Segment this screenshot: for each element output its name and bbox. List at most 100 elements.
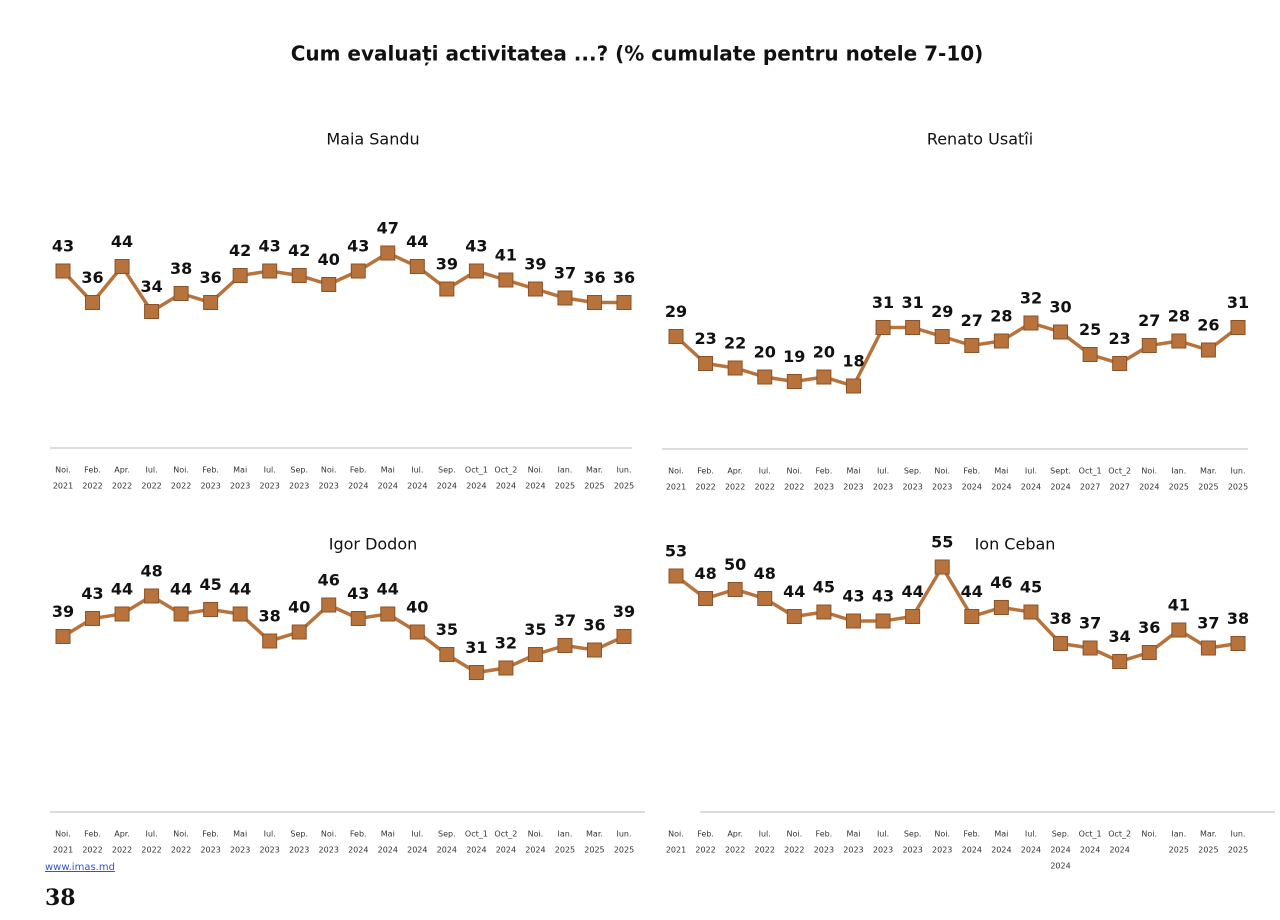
data-label: 43 — [872, 587, 894, 606]
x-tick-label: 2024 — [348, 846, 368, 855]
marker — [527, 647, 543, 662]
data-label: 36 — [1138, 618, 1160, 637]
data-label: 39 — [613, 602, 635, 621]
x-tick-label: Iun. — [616, 830, 631, 839]
data-label: 22 — [724, 334, 746, 353]
x-tick-label: Sep. — [1052, 830, 1070, 839]
x-tick-label: Sept. — [1050, 467, 1071, 476]
x-tick-label: Oct_1 — [465, 466, 488, 475]
data-label: 31 — [465, 638, 487, 657]
x-tick-label: Sep. — [904, 830, 922, 839]
x-tick-label: 2022 — [755, 483, 775, 492]
data-label: 36 — [613, 268, 635, 287]
x-tick-label: 2024 — [1021, 483, 1041, 492]
marker — [85, 611, 101, 626]
marker — [114, 259, 130, 274]
x-tick-label: Noi. — [668, 830, 684, 839]
data-label: 38 — [170, 259, 192, 278]
data-label: 27 — [961, 311, 983, 330]
data-label: 43 — [465, 237, 487, 256]
x-tick-label: Noi. — [55, 830, 71, 839]
marker — [786, 374, 802, 389]
data-label: 36 — [81, 268, 103, 287]
data-label: 20 — [813, 343, 835, 362]
marker — [262, 263, 278, 279]
marker — [409, 259, 425, 274]
x-tick-label: Noi. — [321, 830, 337, 839]
x-tick-label: 2024 — [525, 482, 545, 491]
x-tick-label: 2025 — [1169, 846, 1189, 855]
marker — [144, 588, 160, 604]
data-label: 25 — [1079, 320, 1101, 339]
x-tick-label: Noi. — [321, 466, 337, 475]
x-tick-label: 2023 — [902, 483, 922, 492]
x-tick-label: Iul. — [1025, 467, 1037, 476]
x-tick-label: Noi. — [55, 466, 71, 475]
x-tick-label: Noi. — [173, 466, 189, 475]
marker — [727, 360, 743, 376]
marker — [468, 263, 484, 279]
x-tick-label: Mai — [233, 830, 247, 839]
x-tick-label: 2024 — [407, 846, 427, 855]
x-tick-label: 2022 — [112, 846, 132, 855]
x-tick-label: 2023 — [319, 482, 339, 491]
marker — [291, 268, 307, 283]
marker — [1141, 645, 1157, 660]
marker — [439, 647, 455, 662]
footer-link[interactable]: www.imas.md — [45, 862, 115, 873]
marker — [380, 245, 396, 261]
x-tick-label: Mar. — [1200, 830, 1217, 839]
marker — [757, 369, 773, 385]
x-tick-label: 2022 — [82, 482, 102, 491]
marker — [350, 611, 366, 626]
x-tick-label: Mar. — [1200, 467, 1217, 476]
x-tick-label: Sep. — [290, 830, 308, 839]
x-tick-label: 2022 — [141, 846, 161, 855]
chart-title: Igor Dodon — [329, 535, 418, 554]
data-label: 42 — [288, 241, 310, 260]
x-tick-label: Iun. — [1230, 830, 1245, 839]
data-label: 31 — [1227, 293, 1249, 312]
x-tick-label: Feb. — [816, 830, 833, 839]
x-tick-label: Ian. — [1171, 830, 1186, 839]
x-tick-label: 2024 — [991, 483, 1011, 492]
x-tick-label: Feb. — [202, 466, 219, 475]
x-tick-label: 2023 — [260, 846, 280, 855]
data-label: 55 — [931, 533, 953, 552]
x-tick-label: 2024 — [466, 482, 486, 491]
x-tick-label: Feb. — [84, 466, 101, 475]
x-tick-label: 2024 — [1021, 846, 1041, 855]
x-tick-label: 2023 — [932, 483, 952, 492]
x-tick-label: Iul. — [1025, 830, 1037, 839]
marker — [586, 642, 602, 658]
marker — [557, 290, 573, 306]
x-tick-label: 2024 — [1110, 846, 1130, 855]
data-label: 37 — [1197, 614, 1219, 633]
marker — [668, 568, 684, 584]
x-tick-label: 2023 — [230, 846, 250, 855]
marker — [173, 606, 189, 622]
x-tick-label: Feb. — [963, 467, 980, 476]
x-tick-label: 2021 — [666, 483, 686, 492]
x-tick-label: 2024 — [525, 846, 545, 855]
x-tick-label: Sep. — [438, 830, 456, 839]
data-label: 38 — [1049, 609, 1071, 628]
x-tick-label: 2024 — [407, 482, 427, 491]
marker — [1230, 320, 1246, 335]
marker — [321, 597, 337, 613]
x-tick-label: 2025 — [1198, 846, 1218, 855]
marker — [905, 609, 921, 624]
marker — [934, 559, 950, 575]
x-tick-label: 2025 — [614, 482, 634, 491]
data-label: 26 — [1197, 316, 1219, 335]
data-label: 31 — [901, 293, 923, 312]
data-label: 40 — [406, 598, 428, 617]
marker — [321, 277, 337, 292]
x-tick-label: Feb. — [697, 467, 714, 476]
data-label: 19 — [783, 347, 805, 366]
data-label: 39 — [52, 602, 74, 621]
marker — [144, 304, 160, 319]
marker — [1023, 315, 1039, 331]
data-label: 43 — [347, 237, 369, 256]
x-tick-label: 2024 — [962, 483, 982, 492]
